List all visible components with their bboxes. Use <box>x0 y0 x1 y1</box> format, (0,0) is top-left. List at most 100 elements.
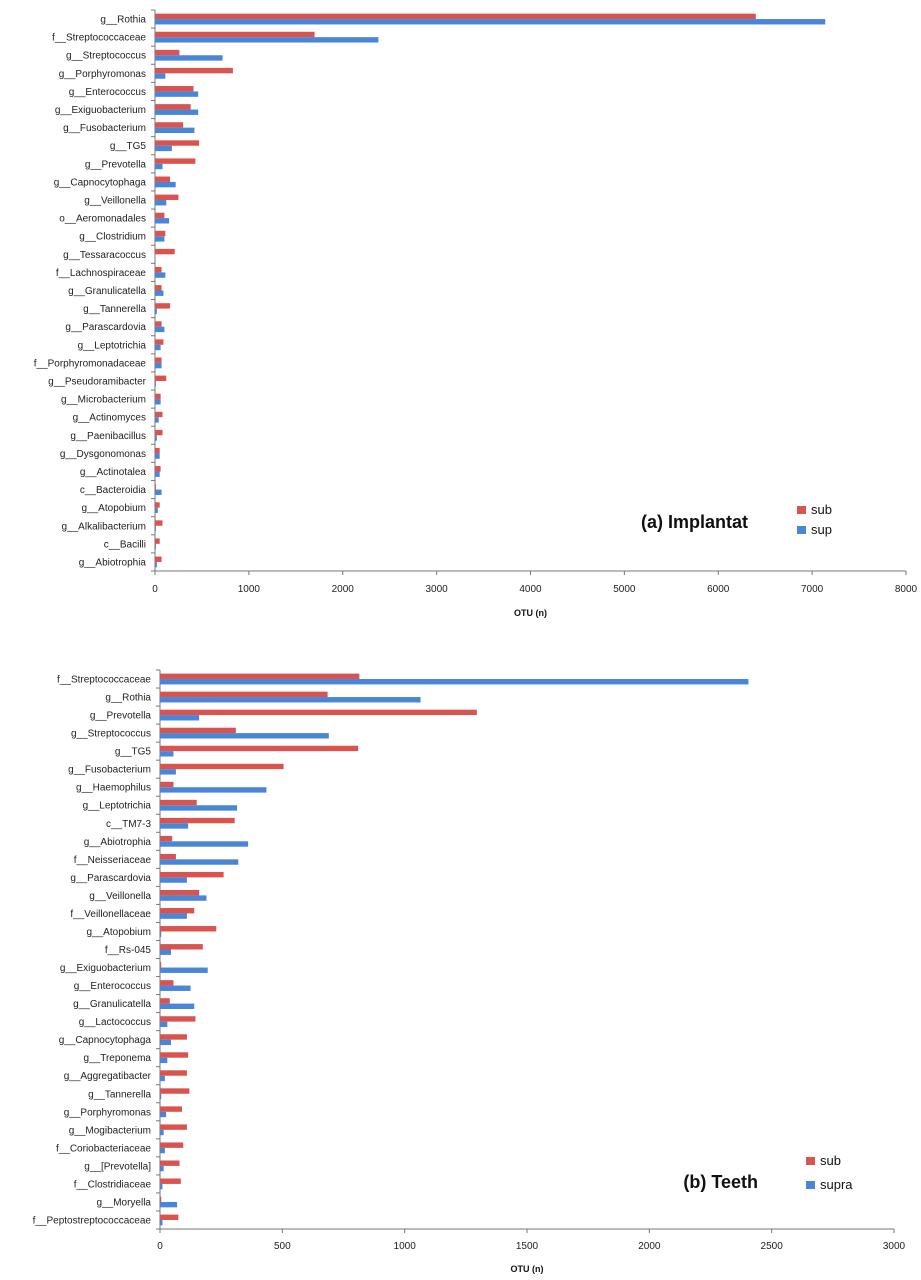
category-label: g__Fusobacterium <box>63 123 146 134</box>
category-label: f__Clostridiaceae <box>74 1179 152 1190</box>
legend-label-sub: sub <box>811 502 832 517</box>
bar-supra <box>160 715 200 721</box>
bar-sub <box>155 303 171 309</box>
bar-sub <box>160 1052 189 1058</box>
category-label: g__[Prevotella] <box>84 1161 151 1172</box>
bar-supra <box>160 895 207 901</box>
bar-supra <box>160 751 174 757</box>
category-label: g__Clostridium <box>79 232 146 243</box>
bar-supra <box>160 1201 178 1208</box>
bar-sub <box>155 194 179 201</box>
category-label: g__Tessaracoccus <box>63 250 146 261</box>
category-label: g__Enterococcus <box>69 87 146 98</box>
bar-sup <box>155 362 162 369</box>
bar-sub <box>160 1214 179 1220</box>
category-label: g__Actinomyces <box>73 413 146 424</box>
bar-sub <box>160 980 174 986</box>
bar-supra <box>160 1075 165 1082</box>
bar-sub <box>155 49 180 56</box>
category-label: f__Rs-045 <box>105 945 152 956</box>
bar-supra <box>160 1003 195 1009</box>
bar-sup <box>155 399 161 405</box>
bar-sub <box>160 1124 187 1130</box>
category-label: f__Veillonellaceae <box>70 909 151 920</box>
bar-sub <box>155 67 233 74</box>
category-label: g__TG5 <box>115 747 152 758</box>
bar-sup <box>155 507 158 514</box>
category-label: g__Lactococcus <box>79 1017 151 1028</box>
bar-supra <box>160 787 267 793</box>
legend-swatch-sub <box>797 506 806 514</box>
x-axis-title: OTU (n) <box>514 608 547 618</box>
bar-sub <box>160 1160 180 1166</box>
bar-supra <box>160 1021 168 1028</box>
bar-sub <box>155 411 163 418</box>
bar-sup <box>155 145 172 152</box>
category-label: g__Atopobium <box>87 927 152 938</box>
legend-label-sup: sup <box>811 522 832 537</box>
x-tick-label: 2000 <box>332 584 355 595</box>
bar-sub <box>160 944 203 950</box>
bar-supra <box>160 1147 165 1154</box>
bar-sup <box>155 489 162 495</box>
bar-supra <box>160 1057 168 1064</box>
category-label: g__Dysgonomonas <box>60 449 146 460</box>
bar-sub <box>160 727 236 734</box>
category-label: g__Porphyromonas <box>59 69 146 80</box>
x-tick-label: 3000 <box>883 1241 906 1252</box>
category-label: c__TM7-3 <box>106 819 151 830</box>
bar-supra <box>160 823 189 829</box>
panel-title: (a) Implantat <box>641 512 748 532</box>
bar-sub <box>160 1016 196 1022</box>
category-label: g__Streptococcus <box>71 729 151 740</box>
bar-sub <box>155 267 162 273</box>
category-label: c__Bacteroidia <box>80 485 147 496</box>
category-label: g__Parascardovia <box>70 873 151 884</box>
bar-sub <box>160 998 170 1004</box>
category-label: g__Moryella <box>97 1197 152 1208</box>
bar-supra <box>160 967 208 973</box>
bar-sub <box>155 520 163 526</box>
bar-sub <box>155 321 162 327</box>
category-label: g__Treponema <box>84 1053 152 1064</box>
bar-sub <box>155 212 165 219</box>
bar-sub <box>160 1106 183 1112</box>
x-tick-label: 3000 <box>426 584 449 595</box>
bar-sup <box>155 236 165 242</box>
category-label: g__Veillonella <box>84 196 146 207</box>
legend-swatch-sub <box>806 1157 815 1165</box>
bar-sup <box>155 344 161 351</box>
category-label: g__Paenibacillus <box>70 431 146 442</box>
x-tick-label: 5000 <box>613 584 636 595</box>
bar-sub <box>160 1034 187 1040</box>
bar-sub <box>160 835 173 842</box>
category-label: g__TG5 <box>110 141 147 152</box>
bar-sub <box>155 13 756 20</box>
x-tick-label: 1000 <box>238 584 261 595</box>
legend-label-supra: supra <box>820 1177 853 1192</box>
bar-supra <box>160 949 172 955</box>
category-label: g__Capnocytophaga <box>59 1035 152 1046</box>
bar-sub <box>155 122 184 128</box>
bar-sub <box>155 248 175 255</box>
bar-sub <box>155 556 162 562</box>
bar-sub <box>155 86 194 92</box>
bar-sub <box>155 104 191 110</box>
chart-panel-0: 0 1000 2000 3000 4000 5000 6000 7000 8000 OTU (n)… <box>34 9 918 618</box>
bar-supra <box>160 769 176 775</box>
category-label: g__Tannerella <box>88 1089 151 1100</box>
x-tick-label: 1500 <box>516 1241 539 1252</box>
bar-supra <box>160 679 749 685</box>
bar-supra <box>160 985 191 991</box>
bar-supra <box>160 1219 163 1226</box>
x-tick-label: 500 <box>274 1241 291 1252</box>
category-label: g__Exiguobacterium <box>55 105 146 116</box>
category-label: f__Lachnospiraceae <box>56 268 147 279</box>
bar-sub <box>160 1142 184 1148</box>
bar-sub <box>160 962 162 968</box>
category-label: g__Mogibacterium <box>69 1125 151 1136</box>
bar-sub <box>160 799 197 806</box>
category-label: c__Bacilli <box>104 539 146 550</box>
bar-sub <box>160 890 200 896</box>
